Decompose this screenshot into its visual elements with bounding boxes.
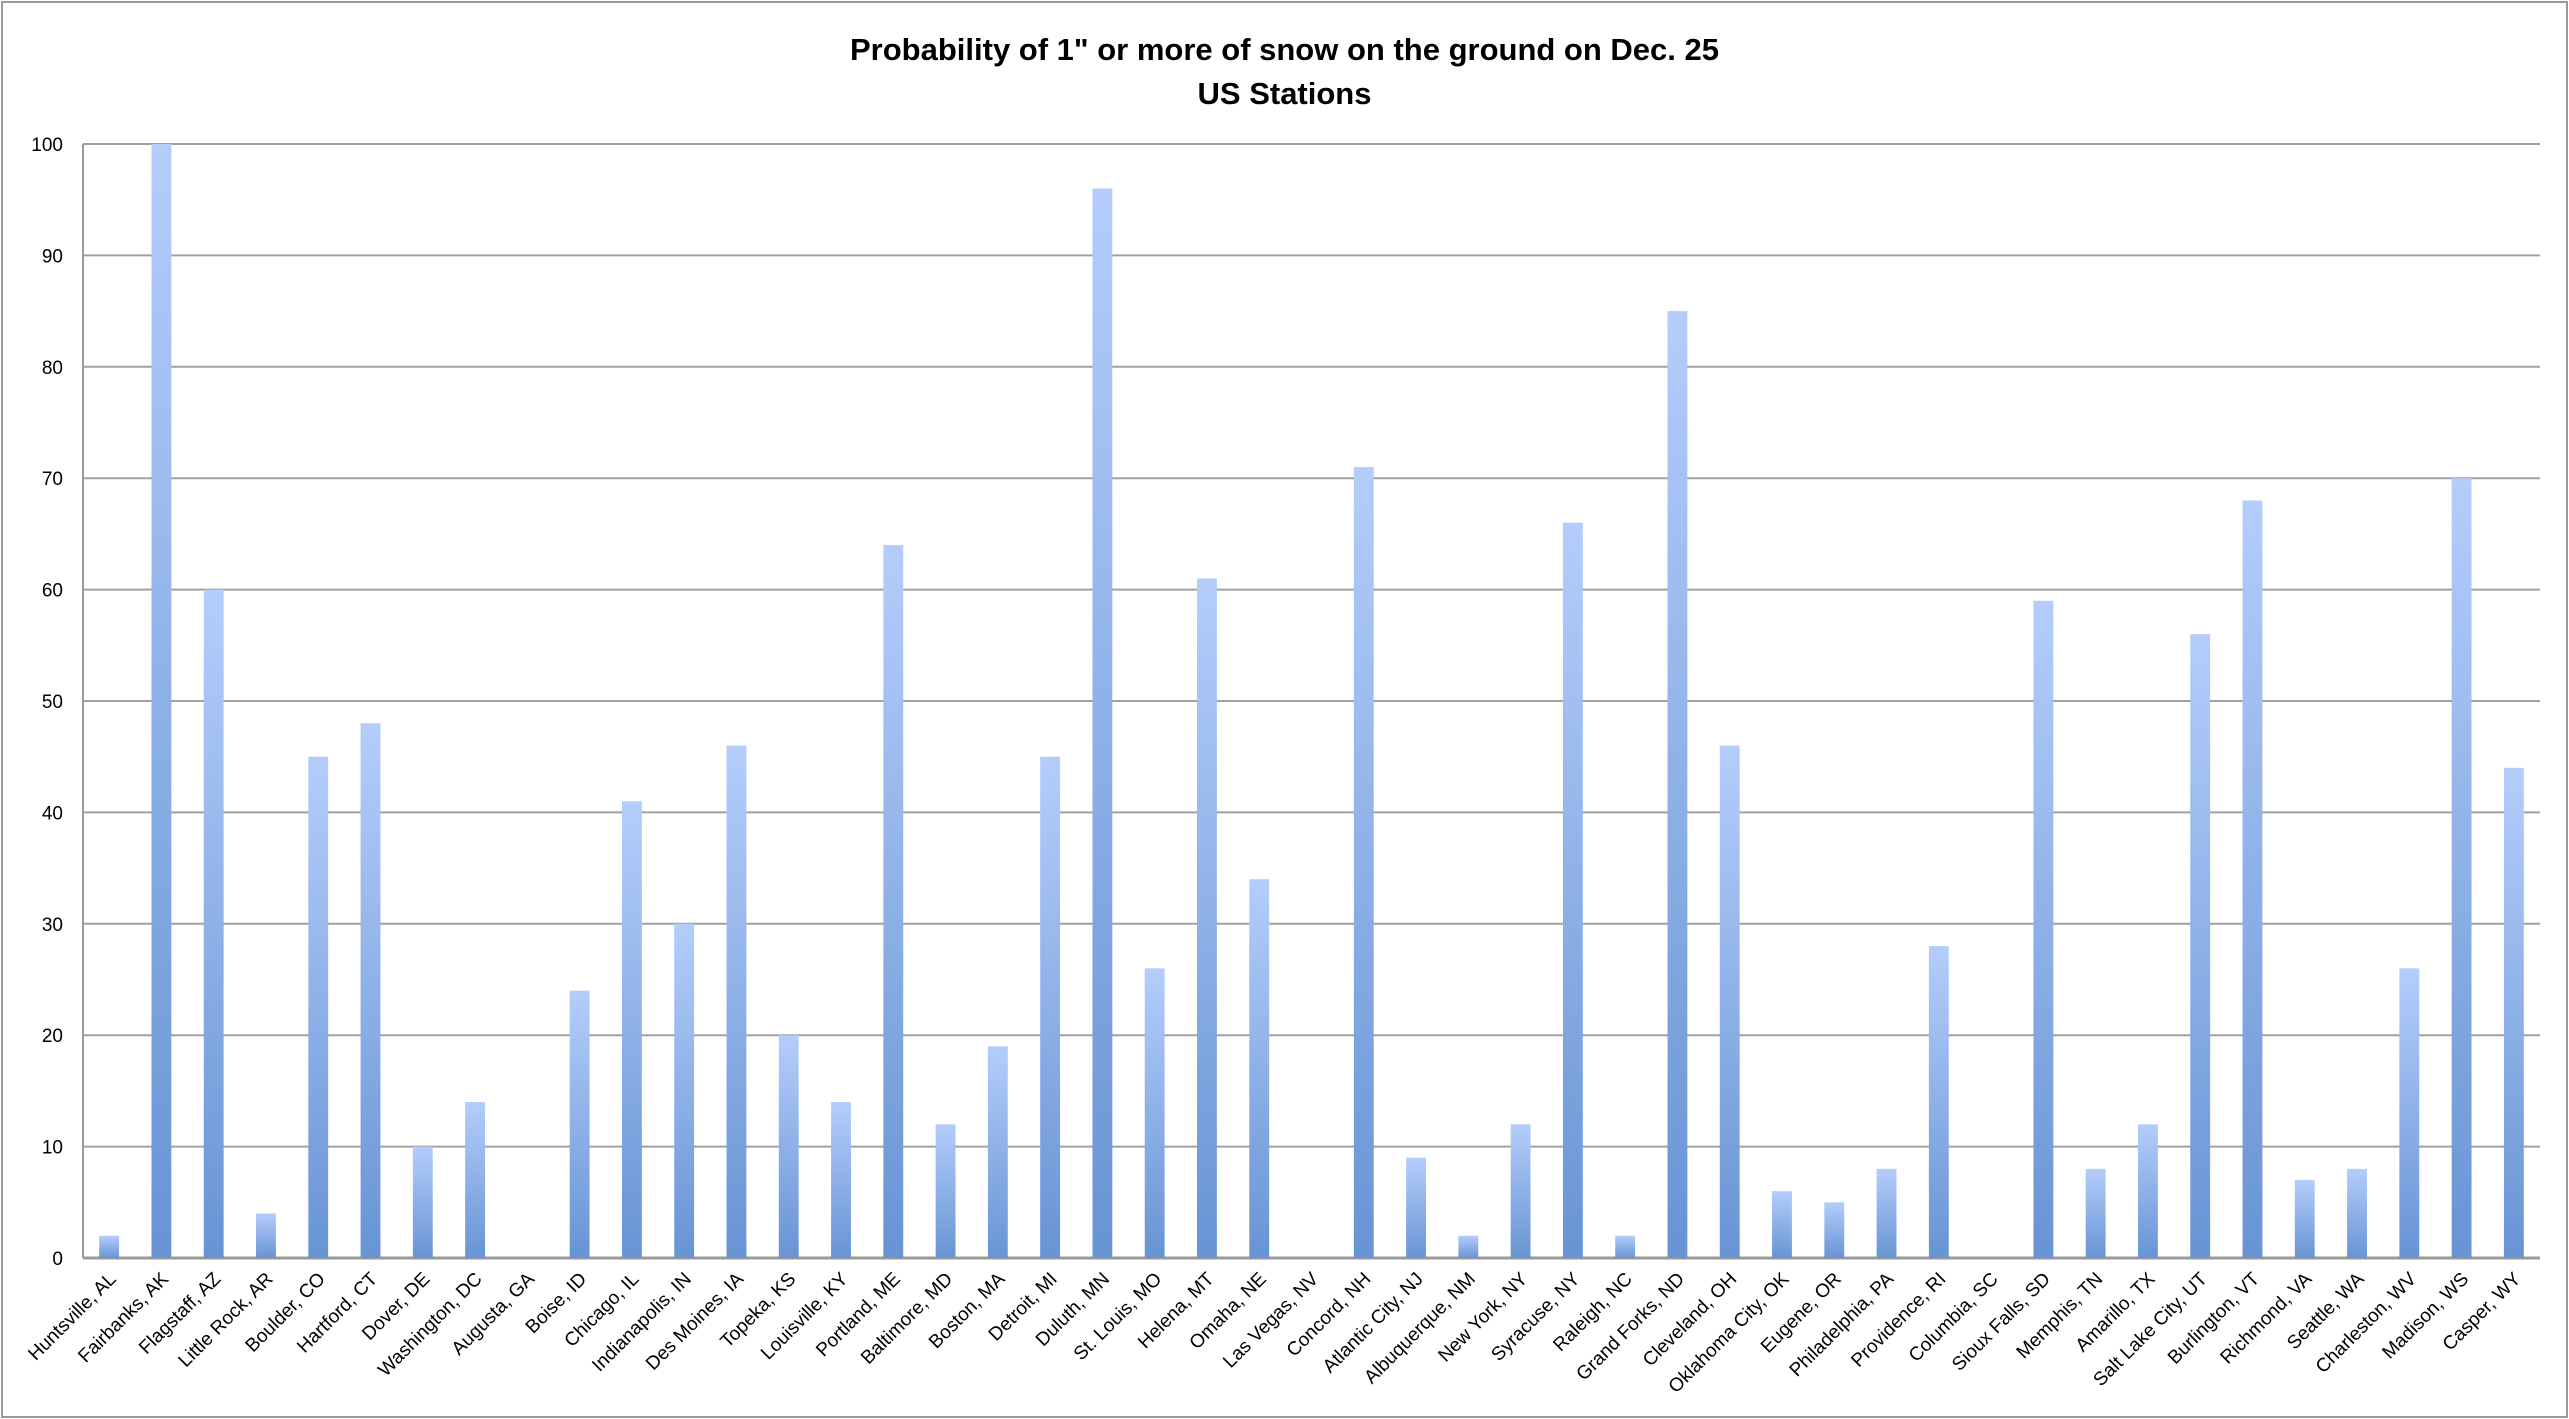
bar <box>1928 946 1949 1258</box>
bar <box>569 990 590 1258</box>
bar <box>2085 1168 2106 1258</box>
bar <box>726 745 747 1258</box>
bar <box>2242 500 2263 1259</box>
gridlines <box>82 143 2540 1260</box>
x-tick-label: Richmond, VA <box>2217 1268 2317 1368</box>
bar <box>2451 478 2472 1258</box>
y-tick-label: 50 <box>42 692 63 713</box>
bar <box>1458 1235 1479 1258</box>
bar <box>1772 1191 1792 1258</box>
bar <box>203 589 224 1258</box>
bar <box>2399 968 2420 1258</box>
bar <box>99 1235 120 1258</box>
x-tick-label: Fairbanks, AK <box>74 1268 173 1367</box>
bar <box>1876 1168 1897 1258</box>
bar <box>621 801 642 1258</box>
bar <box>1353 467 1374 1258</box>
y-tick-label: 20 <box>42 1026 63 1047</box>
y-tick-label: 0 <box>52 1249 63 1270</box>
bar <box>2347 1168 2367 1258</box>
bar <box>1719 745 1740 1258</box>
bar <box>883 545 904 1258</box>
bar <box>2503 767 2524 1258</box>
bar <box>465 1102 486 1258</box>
bar <box>1406 1157 1426 1258</box>
bar <box>1562 522 1583 1258</box>
bars <box>99 144 2524 1259</box>
bar <box>2137 1124 2158 1258</box>
bar <box>1249 879 1270 1258</box>
bar <box>2190 634 2211 1258</box>
bar <box>360 723 381 1258</box>
bar <box>987 1046 1008 1258</box>
bar <box>1510 1124 1531 1258</box>
bar <box>2033 600 2054 1258</box>
y-tick-label: 90 <box>42 246 63 267</box>
bar <box>1824 1202 1845 1258</box>
bar <box>151 144 172 1258</box>
x-tick-label: New York, NY <box>1434 1268 1532 1366</box>
x-tick-label: Cleveland, OH <box>1639 1269 1741 1371</box>
y-tick-label: 30 <box>42 915 63 936</box>
x-tick-label: Baltimore, MD <box>857 1269 957 1369</box>
bar <box>2294 1180 2315 1258</box>
y-axis-ticks: 0 10 20 30 40 50 60 70 80 90 100 <box>31 135 63 1270</box>
x-tick-label: Huntsville, AL <box>24 1269 120 1365</box>
bar <box>412 1146 433 1258</box>
bar <box>1667 311 1688 1259</box>
bar <box>831 1102 851 1258</box>
bar <box>1092 188 1113 1258</box>
y-tick-label: 80 <box>42 358 63 379</box>
bar <box>308 756 329 1258</box>
y-tick-label: 70 <box>42 469 63 490</box>
x-tick-label: Burlington, VT <box>2164 1268 2264 1368</box>
bar <box>1144 968 1165 1258</box>
bar <box>935 1124 956 1258</box>
bar <box>1040 756 1061 1258</box>
bar <box>674 923 695 1258</box>
y-tick-label: 40 <box>42 803 63 824</box>
bar <box>1197 578 1217 1258</box>
y-tick-label: 100 <box>31 135 63 156</box>
bar <box>256 1213 276 1258</box>
bar <box>778 1035 799 1258</box>
chart-subtitle: US Stations <box>1197 76 1372 111</box>
chart-title: Probability of 1" or more of snow on the… <box>850 32 1719 67</box>
y-tick-label: 60 <box>42 581 63 602</box>
y-tick-label: 10 <box>42 1138 63 1159</box>
bar <box>1615 1235 1636 1258</box>
